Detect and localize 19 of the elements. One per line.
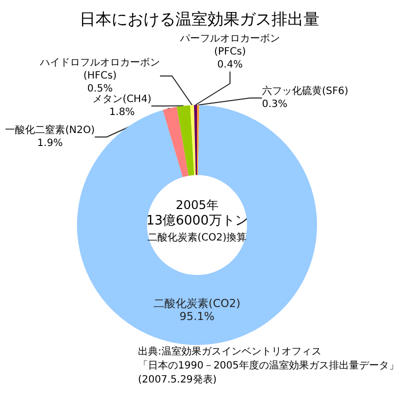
data-label: 1.8% [109,107,135,118]
slice-label: 二酸化炭素(CO2) [154,297,240,310]
data-label: 0.3% [262,99,288,110]
text: (2007.5.29発表) [138,374,217,386]
slice-label: メタン(CH4) [92,94,152,105]
text: 二酸化炭素(CO2)換算 [147,232,247,244]
slice-label: 一酸化二窒素(N2O) [5,124,95,136]
text: 13億6000万トン [146,214,248,228]
slice-label: 六フッ化硫黄(SF6) [262,85,348,97]
data-label: 95.1% [180,310,214,323]
chart-title: 日本における温室効果ガス排出量 [80,10,320,28]
data-label: 0.5% [87,84,113,94]
source-note: 出典:温室効果ガスインベントリオフィス [138,346,322,358]
slice-label: パーフルオロカーボン (PFCs) [179,34,280,58]
data-label: 0.4% [217,60,243,70]
slice-label: ハイドロフルオロカーボン (HFCs) [39,58,160,82]
text: 2005年 [176,198,218,212]
text: 「日本の1990－2005年度の温室効果ガス排出量データ」 [138,360,399,372]
data-label: 1.9% [37,138,63,149]
